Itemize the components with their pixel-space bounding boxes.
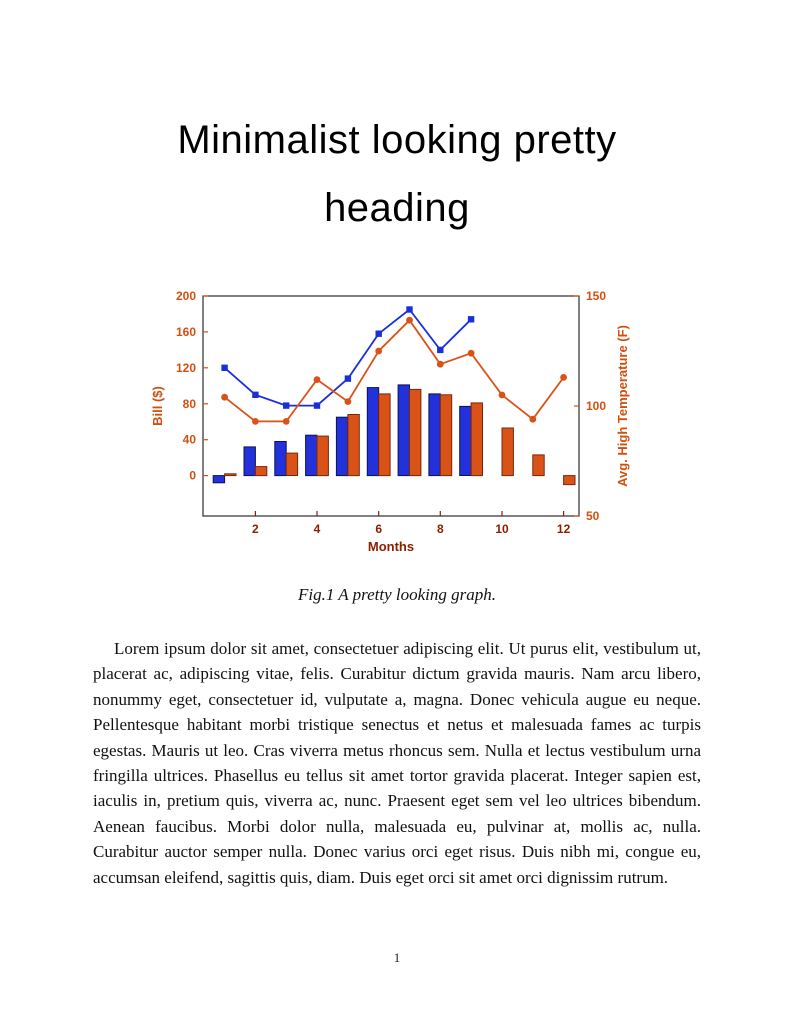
svg-text:120: 120 (176, 361, 196, 375)
left-axis: 0 40 80 120 160 200 Bill ($) (150, 289, 208, 483)
bill-temperature-chart: 0 40 80 120 160 200 Bill ($) 50 100 150 Avg. High … (147, 284, 647, 569)
axes-box (202, 295, 580, 517)
right-axis: 50 100 150 Avg. High Temperature (F) (574, 289, 630, 523)
svg-text:100: 100 (586, 399, 606, 413)
svg-text:Months: Months (368, 539, 414, 554)
svg-text:2: 2 (252, 522, 259, 536)
svg-text:0: 0 (189, 469, 196, 483)
svg-text:Avg. High Temperature (F): Avg. High Temperature (F) (615, 325, 630, 487)
svg-text:4: 4 (314, 522, 321, 536)
svg-text:80: 80 (183, 397, 197, 411)
svg-text:10: 10 (495, 522, 509, 536)
svg-text:Bill ($): Bill ($) (150, 386, 165, 426)
lines-layer (221, 306, 567, 425)
chart-svg: 0 40 80 120 160 200 Bill ($) 50 100 150 Avg. High … (150, 289, 630, 554)
svg-text:150: 150 (586, 289, 606, 303)
page-number: 1 (393, 950, 401, 965)
svg-text:160: 160 (176, 325, 196, 339)
figure-caption: Fig.1 A pretty looking graph. (297, 585, 496, 604)
page-title-line-1: Minimalist looking pretty (177, 118, 617, 162)
svg-text:8: 8 (437, 522, 444, 536)
svg-text:200: 200 (176, 289, 196, 303)
svg-text:40: 40 (183, 433, 197, 447)
x-axis: 2 4 6 8 10 12 Months (252, 511, 571, 554)
svg-text:12: 12 (557, 522, 571, 536)
figure-1: 0 40 80 120 160 200 Bill ($) 50 100 150 Avg. High … (0, 284, 794, 606)
body-paragraph: Lorem ipsum dolor sit amet, consectetuer… (93, 639, 701, 887)
svg-text:6: 6 (375, 522, 382, 536)
page-title: Minimalist looking pretty heading (40, 106, 754, 242)
page-title-line-2: heading (324, 186, 470, 230)
svg-text:50: 50 (586, 509, 600, 523)
bars-layer (212, 384, 576, 486)
